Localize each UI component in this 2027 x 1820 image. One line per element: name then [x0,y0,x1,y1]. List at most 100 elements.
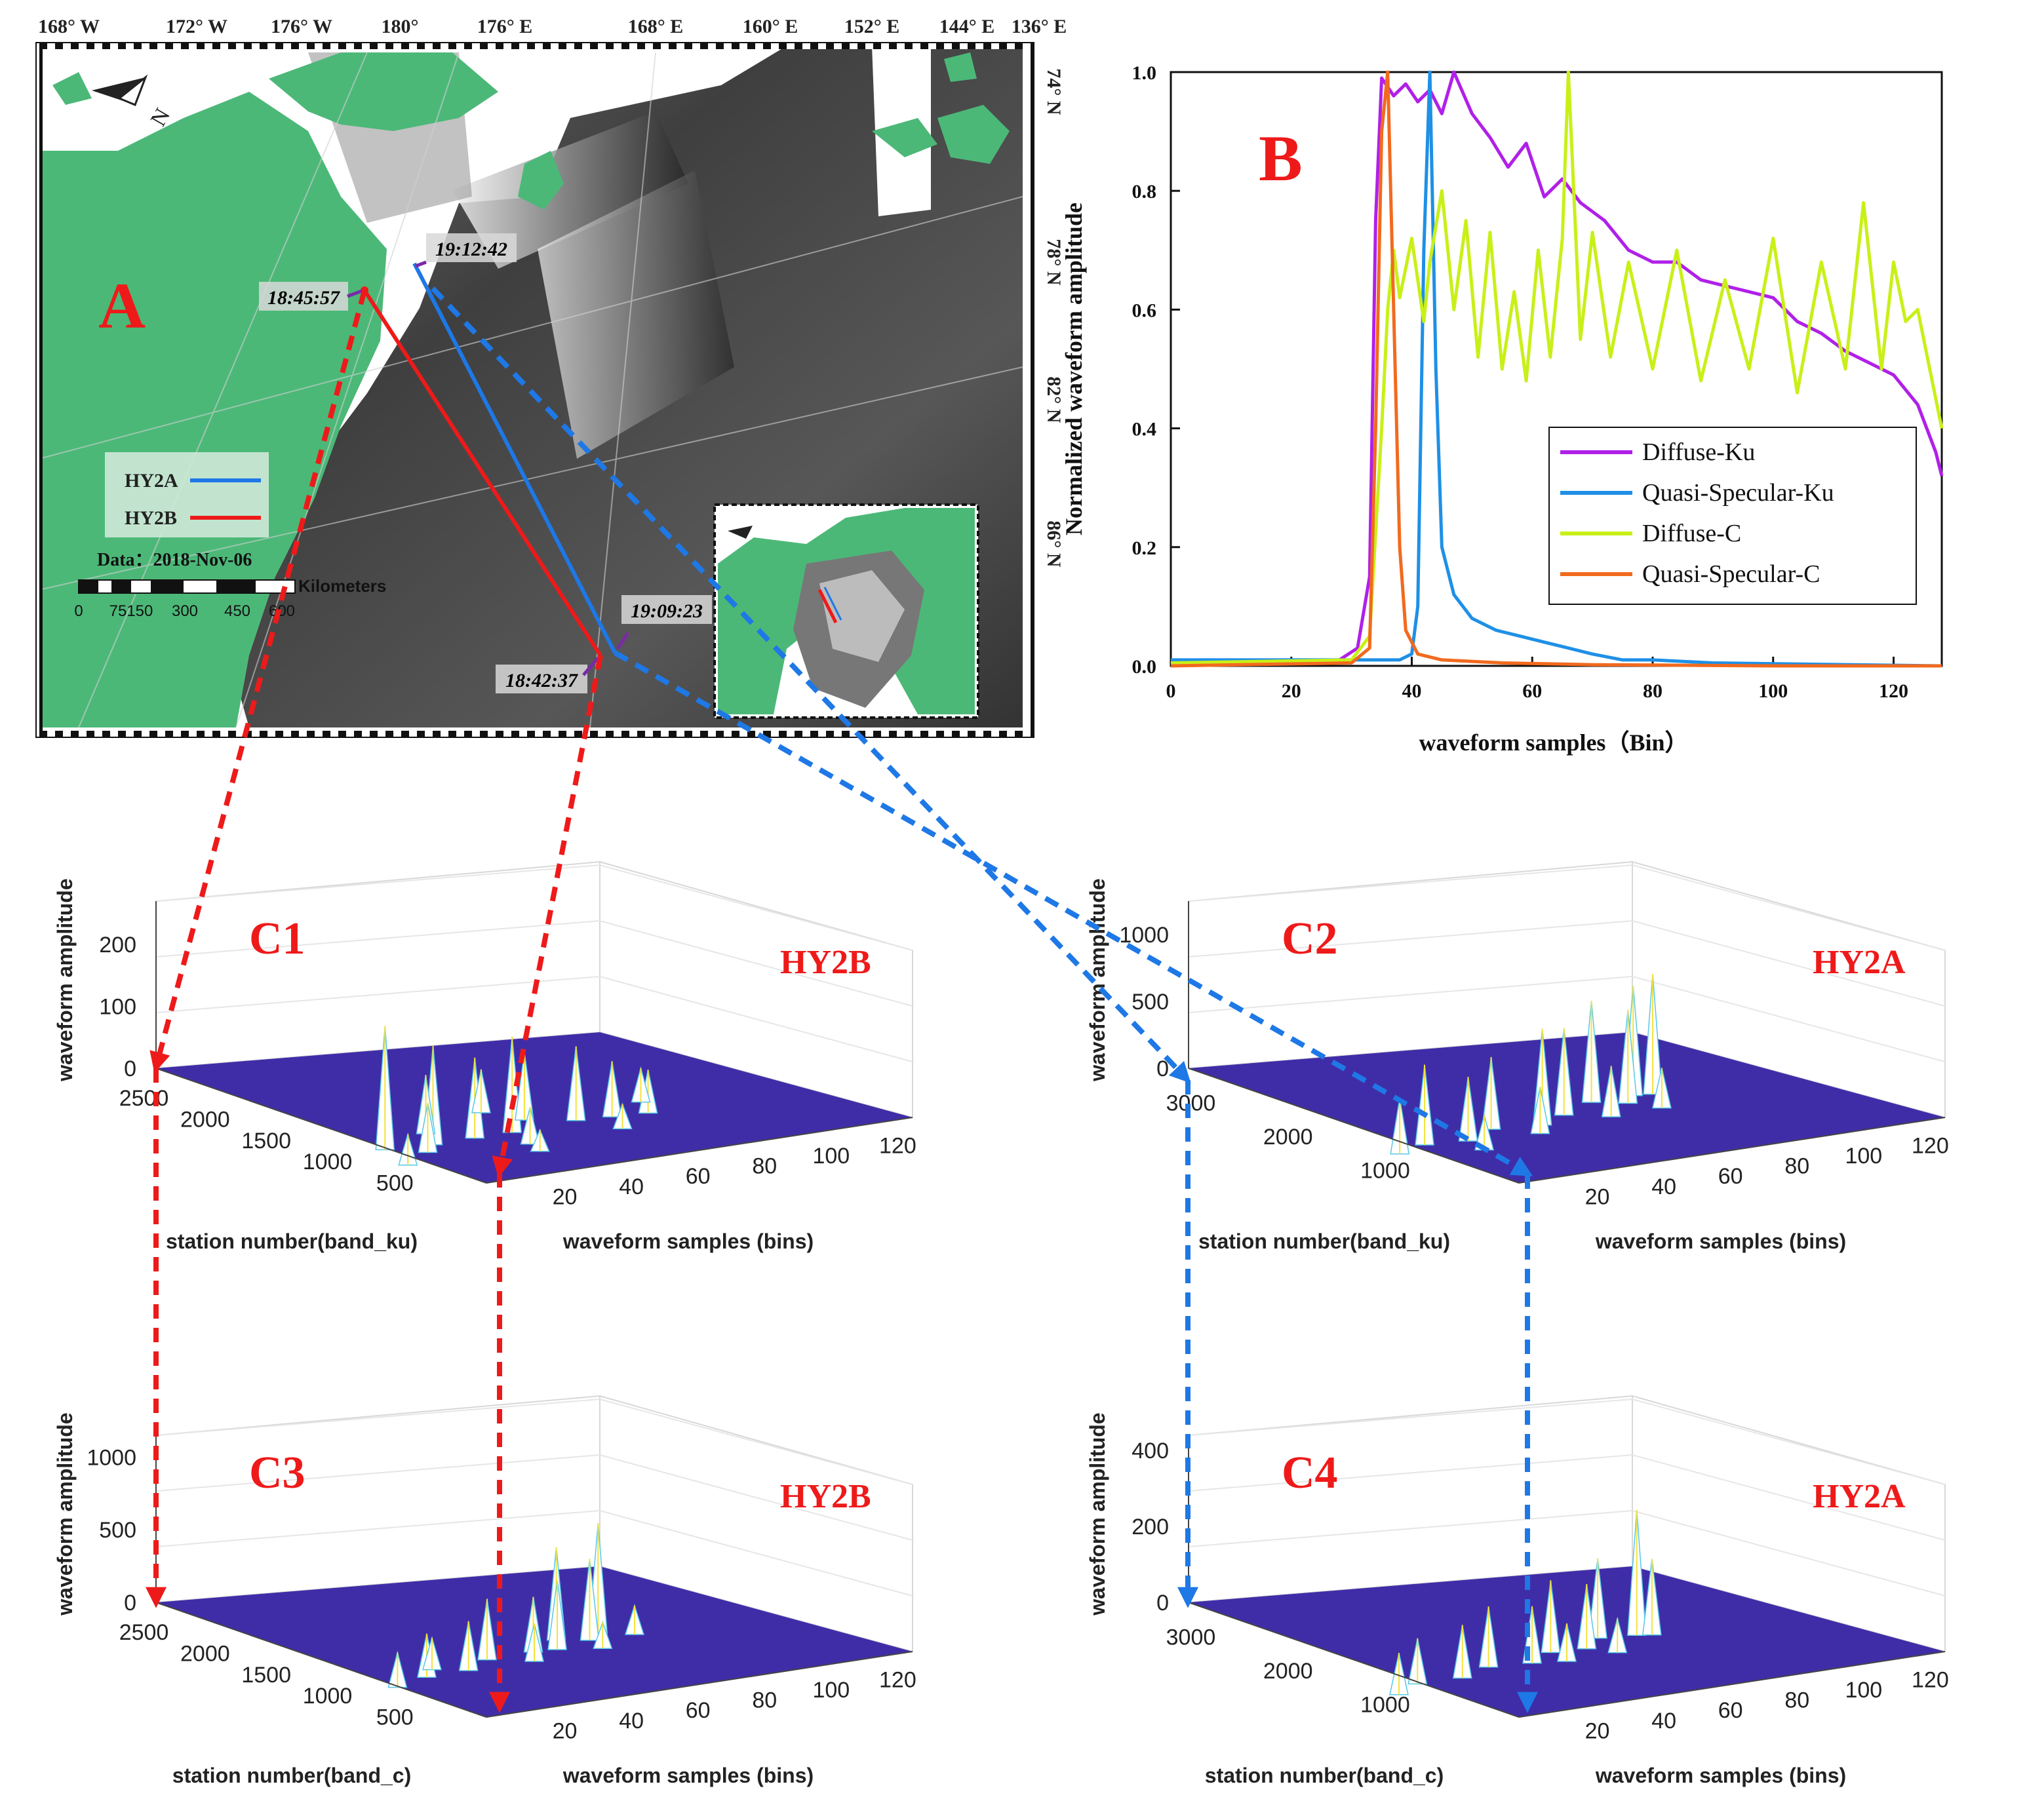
longitude-labels: 168° W 172° W 176° W 180° 176° E 168° E 160° E… [38,16,1067,37]
x-axis-ticks: 0 20 40 60 80 100 120 [1166,657,1908,702]
z-tick-label: 100 [99,995,136,1020]
back-wall [155,861,600,1070]
z-tick-label: 400 [1132,1439,1169,1463]
gridline [599,920,913,1007]
land-mass [944,52,977,82]
z-tick-label: 500 [99,1518,136,1543]
gridline [1188,864,1633,902]
waveform-series [1170,70,1944,668]
panel-label: C3 [249,1448,305,1498]
y-tick-label: 0.0 [1132,656,1157,678]
chart-legend: Diffuse-Ku Quasi-Specular-Ku Diffuse-C Quas… [1548,427,1917,605]
x-tick-label: 100 [812,1144,850,1169]
latitude-label: 74° N [1043,68,1065,115]
x-tick-label: 80 [752,1154,777,1179]
blue-dashed-arrow [614,650,1533,1176]
panel-label: C2 [1282,914,1338,964]
time-label-0: 18:45:57 [259,282,348,311]
legend-label: Quasi-Specular-Ku [1642,479,1834,507]
satellite-label: HY2B [780,1478,871,1515]
y-tick-label: 0.4 [1132,419,1157,440]
svg-text:600: 600 [269,602,295,620]
z-tick-label: 1000 [87,1445,136,1470]
y-axis [1188,1068,1520,1184]
gridline [155,1399,600,1436]
legend-label: Diffuse-Ku [1642,438,1755,466]
land-mass [518,151,564,210]
z-tick-label: 0 [124,1056,136,1081]
y-tick-label: 0.2 [1132,537,1157,559]
latitude-label: 78° N [1043,239,1065,285]
x-tick-label: 120 [879,1667,916,1692]
y-axis-title: station number(band_ku) [166,1229,418,1253]
x-tick-label: 20 [1585,1184,1610,1209]
panel-a-map: 168° W 172° W 176° W 180° 176° E 168° E 160° E… [35,16,1067,738]
x-tick-label: 20 [553,1718,578,1743]
longitude-label: 168° W [38,16,100,37]
x-tick-label: 60 [1718,1164,1743,1189]
x-tick-label: 100 [812,1678,850,1703]
gridline [1632,1454,1946,1541]
svg-text:300: 300 [172,602,198,620]
y-tick-label: 0.8 [1132,181,1157,203]
graticule [39,52,1023,728]
x-axis [486,1117,913,1184]
sar-strip [452,111,688,269]
y-tick-label: 2500 [119,1620,169,1645]
time-label-3: 18:42:37 [496,665,587,693]
y-axis [155,1602,487,1718]
y-tick-label: 1.0 [1132,62,1157,84]
y-tick-label: 3000 [1166,1625,1216,1650]
panel-c2-surface: 0 500 1000 3000 2000 1000 20 40 60 80 100 120 wavefo… [1086,861,1949,1253]
svg-text:19:12:42: 19:12:42 [435,239,507,260]
x-axis [486,1651,913,1718]
date-text: Data：2018-Nov-06 [97,550,252,570]
gridline [599,976,913,1062]
satellite-label: HY2B [780,944,871,981]
series-line-diffuse-c [1170,70,1944,665]
z-tick-label: 200 [1132,1515,1169,1539]
longitude-label: 152° E [844,16,900,37]
z-tick-label: 500 [1132,990,1169,1015]
y-tick-label: 1000 [1360,1159,1410,1184]
scale-bar: Kilometers 0 75150 300 450 600 [74,576,386,620]
y-axis [1188,1602,1520,1718]
latitude-label: 86° N [1043,520,1065,567]
gridline [1632,1399,1946,1485]
x-tick-label: 100 [1758,680,1788,702]
plot-frame [1170,71,1943,667]
x-tick-label: 40 [1651,1174,1676,1199]
land-mass [937,105,1010,164]
z-axis-title: waveform amplitude [1086,1412,1109,1616]
gridline [1188,1399,1633,1436]
x-tick-label: 120 [1912,1667,1949,1692]
x-axis [1518,1651,1946,1718]
red-dashed-arrow [149,289,367,1074]
blue-dashed-arrow [431,286,1191,1083]
svg-text:Kilometers: Kilometers [298,576,386,596]
land-mass [52,72,92,105]
x-tick-label: 60 [1522,680,1542,702]
gridline [155,1454,600,1492]
y-tick-label: 2000 [1263,1125,1313,1150]
gridline [599,1399,913,1485]
svg-text:18:42:37: 18:42:37 [505,670,578,691]
longitude-label: 136° E [1012,16,1067,37]
svg-text:75150: 75150 [109,602,153,620]
hy2b-track [363,289,602,657]
gridline [1632,1510,1946,1597]
y-axis-title: station number(band_c) [172,1764,411,1787]
land-mass [872,118,937,157]
x-tick-label: 80 [1784,1154,1809,1179]
gridline [1188,920,1633,958]
y-tick-label: 2000 [180,1107,230,1132]
x-axis-title: waveform samples (bins) [1595,1764,1846,1787]
x-tick-label: 80 [1643,680,1663,702]
red-dashed-arrow [492,655,603,1178]
y-axis-title: Normalized waveform amplitude [1061,203,1087,535]
longitude-label: 168° E [628,16,684,37]
svg-text:450: 450 [224,602,250,620]
latitude-labels: 74° N 78° N 82° N 86° N [1043,68,1065,567]
surface-floor [156,1032,913,1183]
z-tick-label: 0 [124,1591,136,1616]
